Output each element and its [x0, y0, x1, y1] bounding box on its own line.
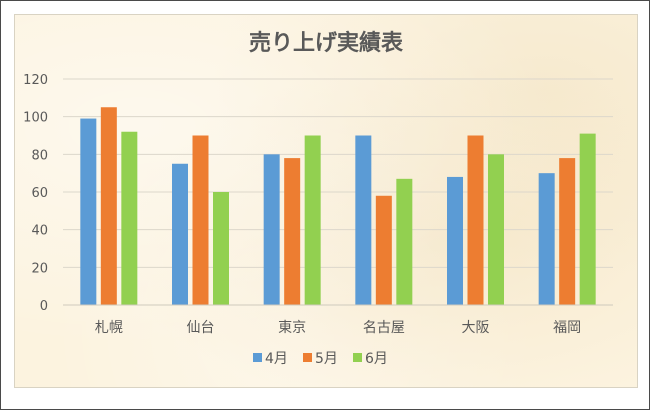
x-axis-categories: 札幌 仙台 東京 名古屋 大阪 福岡: [95, 320, 581, 336]
bar: [100, 107, 117, 305]
chart-area: [14, 14, 638, 388]
legend-swatch: [303, 353, 312, 362]
x-category-label: 名古屋: [363, 320, 405, 336]
y-tick-label: 20: [31, 261, 48, 276]
bar: [355, 135, 372, 305]
y-tick-label: 60: [31, 186, 48, 201]
legend-swatch: [353, 353, 362, 362]
bar: [488, 154, 504, 305]
y-tick-label: 40: [31, 224, 48, 239]
y-tick-label: 80: [31, 148, 48, 163]
bar: [213, 192, 229, 305]
x-category-label: 大阪: [462, 320, 490, 336]
bar: [284, 158, 301, 305]
legend-swatch: [253, 353, 262, 362]
y-tick-label: 100: [23, 111, 48, 126]
bar: [447, 176, 463, 305]
legend-label: 6月: [365, 351, 388, 367]
y-tick-label: 120: [23, 73, 48, 88]
x-category-label: 東京: [278, 320, 306, 336]
x-category-label: 札幌: [95, 320, 123, 336]
x-category-label: 仙台: [187, 320, 215, 336]
bar: [172, 163, 188, 305]
bar: [80, 118, 97, 305]
bar: [375, 195, 392, 305]
bar: [538, 173, 555, 305]
bars: [80, 107, 596, 305]
legend: 4月 5月 6月: [253, 351, 388, 367]
bar: [559, 158, 576, 305]
legend-label: 4月: [265, 351, 288, 367]
bar: [192, 135, 209, 305]
bar: [396, 178, 413, 305]
bar: [263, 154, 280, 305]
bar: [467, 135, 484, 305]
chart-title: 売り上げ実績表: [249, 30, 404, 56]
legend-label: 5月: [315, 351, 338, 367]
bar: [579, 133, 596, 305]
y-axis-ticks: 0 20 40 60 80 100 120: [23, 73, 48, 314]
bar: [304, 135, 321, 305]
y-tick-label: 0: [40, 299, 48, 314]
gridlines: [63, 78, 613, 268]
bar: [121, 131, 138, 305]
x-category-label: 福岡: [553, 320, 581, 336]
